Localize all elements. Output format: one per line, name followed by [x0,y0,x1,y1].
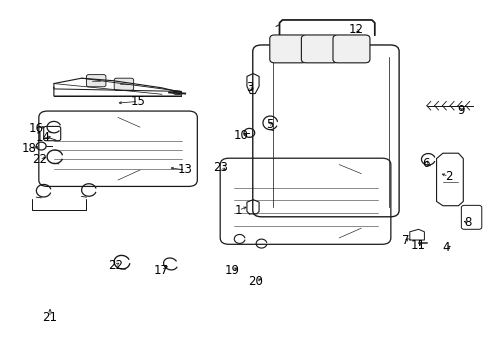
FancyBboxPatch shape [332,35,369,63]
Text: 17: 17 [153,264,168,276]
Text: 18: 18 [22,142,37,155]
Text: 8: 8 [464,216,471,229]
Text: 14: 14 [35,131,50,144]
Text: 15: 15 [131,95,145,108]
FancyBboxPatch shape [301,35,338,63]
FancyBboxPatch shape [86,75,106,87]
Text: 3: 3 [245,81,252,94]
Text: 21: 21 [42,311,58,324]
Text: 22: 22 [108,258,123,271]
FancyBboxPatch shape [114,78,133,90]
Text: 20: 20 [248,275,263,288]
Text: 1: 1 [234,204,242,217]
Text: 4: 4 [442,241,449,255]
Text: 10: 10 [233,129,248,142]
FancyBboxPatch shape [269,35,306,63]
Text: 9: 9 [456,104,464,117]
Text: 6: 6 [421,157,429,170]
Text: 7: 7 [401,234,409,247]
Text: 19: 19 [224,264,239,276]
Text: 23: 23 [212,161,227,174]
Text: 2: 2 [444,170,451,183]
Text: 5: 5 [265,118,273,131]
Text: 12: 12 [348,23,363,36]
Text: 16: 16 [29,122,44,135]
Text: 11: 11 [410,239,425,252]
Text: 13: 13 [177,163,192,176]
Text: 22: 22 [32,153,47,166]
